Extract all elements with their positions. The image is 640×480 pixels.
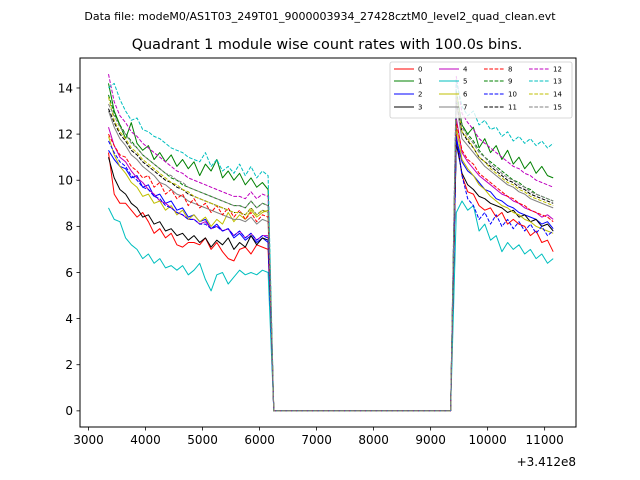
legend-label-15: 15 xyxy=(553,104,562,112)
x-tick-label: 3000 xyxy=(73,433,104,447)
x-tick-label: 5000 xyxy=(187,433,218,447)
legend-label-10: 10 xyxy=(508,91,517,99)
x-tick-label: 7000 xyxy=(301,433,332,447)
legend-label-9: 9 xyxy=(508,78,512,86)
legend-label-4: 4 xyxy=(463,66,468,74)
series-group xyxy=(108,73,554,412)
x-tick-label: 4000 xyxy=(130,433,161,447)
series-line-10 xyxy=(108,135,554,412)
series-line-15 xyxy=(108,96,554,412)
y-tick-label: 12 xyxy=(58,127,73,141)
legend-label-1: 1 xyxy=(418,78,422,86)
y-tick-label: 4 xyxy=(65,312,73,326)
legend-label-13: 13 xyxy=(553,78,562,86)
x-tick-label: 11000 xyxy=(526,433,564,447)
legend-label-11: 11 xyxy=(508,104,517,112)
y-tick-label: 0 xyxy=(65,404,73,418)
figure-suptitle: Data file: modeM0/AS1T03_249T01_90000039… xyxy=(84,10,556,23)
y-tick-label: 8 xyxy=(65,220,73,234)
x-tick-label: 10000 xyxy=(469,433,507,447)
legend-label-6: 6 xyxy=(463,91,468,99)
x-tick-label: 9000 xyxy=(415,433,446,447)
legend-label-5: 5 xyxy=(463,78,467,86)
legend-label-8: 8 xyxy=(508,66,512,74)
series-line-0 xyxy=(108,133,554,412)
legend-label-3: 3 xyxy=(418,104,422,112)
series-line-8 xyxy=(108,122,554,412)
series-line-1 xyxy=(108,83,554,412)
x-axis: 3000 4000 5000 6000 7000 8000 9000 10000 11000 xyxy=(73,427,564,447)
y-tick-label: 14 xyxy=(58,81,73,95)
series-line-13 xyxy=(108,80,554,412)
y-tick-label: 6 xyxy=(65,266,73,280)
chart-title: Quadrant 1 module wise count rates with … xyxy=(132,37,523,53)
x-tick-label: 6000 xyxy=(244,433,275,447)
y-tick-label: 10 xyxy=(58,174,73,188)
series-line-7 xyxy=(108,103,554,412)
legend-label-7: 7 xyxy=(463,104,467,112)
series-line-14 xyxy=(108,92,554,412)
plot-area: 3000 4000 5000 6000 7000 8000 9000 10000 11000 0… xyxy=(58,57,577,447)
legend-frame xyxy=(389,61,573,119)
y-axis: 0 2 4 6 8 10 12 14 xyxy=(58,81,80,418)
axes-frame xyxy=(79,57,577,428)
series-line-3 xyxy=(108,142,554,412)
x-tick-label: 8000 xyxy=(358,433,389,447)
legend-label-0: 0 xyxy=(418,66,422,74)
series-line-9 xyxy=(108,89,554,412)
legend-label-14: 14 xyxy=(553,91,562,99)
legend-label-12: 12 xyxy=(553,66,562,74)
y-tick-label: 2 xyxy=(65,358,73,372)
legend-label-2: 2 xyxy=(418,91,422,99)
series-line-11 xyxy=(108,99,554,412)
series-line-5 xyxy=(108,200,554,412)
x-axis-offset-label: +3.412e8 xyxy=(517,455,576,469)
